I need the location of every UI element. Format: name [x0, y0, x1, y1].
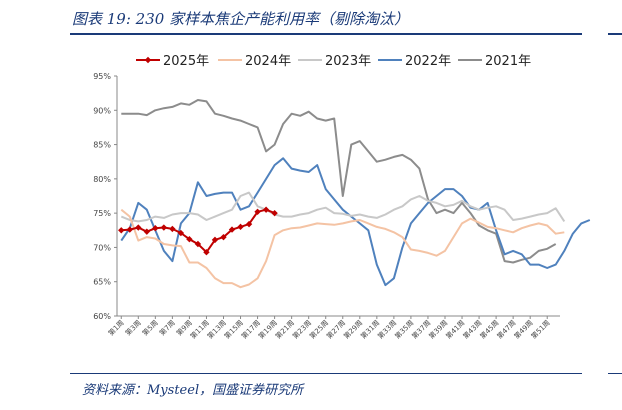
- data-point: [220, 233, 227, 241]
- figure-source: 资料来源：Mysteel，国盛证券研究所: [82, 383, 304, 398]
- y-tick-label: 80%: [93, 175, 111, 184]
- data-point: [177, 229, 185, 237]
- y-tick-label: 85%: [93, 141, 111, 150]
- legend-item: 2023年: [298, 54, 371, 69]
- series-line: [120, 208, 565, 289]
- figure-title: 图表 19: 230 家样本焦企产能利用率（剔除淘汰）: [72, 10, 410, 28]
- y-tick-label: 60%: [93, 312, 111, 321]
- series-2021年: [121, 99, 557, 264]
- legend-item: 2025年: [136, 54, 209, 69]
- legend-item: 2022年: [378, 54, 451, 69]
- legend-label: 2021年: [485, 54, 531, 69]
- y-tick-label: 65%: [93, 278, 111, 287]
- y-tick-label: 75%: [93, 209, 111, 218]
- adjacent-title-rule: [608, 33, 622, 35]
- y-tick-label: 90%: [93, 106, 111, 115]
- data-point: [194, 240, 202, 248]
- data-point: [135, 224, 142, 231]
- data-point: [203, 249, 210, 256]
- legend-label: 2022年: [405, 54, 451, 69]
- source-rule: [70, 373, 582, 374]
- x-tick-label: 第51周: [529, 318, 552, 341]
- data-point: [152, 225, 159, 232]
- data-point: [118, 227, 125, 234]
- y-tick-label: 95%: [93, 72, 111, 81]
- data-point: [160, 224, 168, 231]
- chart-legend: 2025年 2024年 2023年 2022年 2021年: [136, 54, 531, 69]
- data-point: [143, 228, 151, 235]
- title-rule: [70, 33, 582, 35]
- x-tick-label: 第7周: [157, 318, 176, 337]
- legend-item: 2024年: [218, 54, 291, 69]
- data-point: [211, 236, 219, 244]
- data-point: [262, 206, 270, 213]
- series-line: [121, 99, 557, 264]
- data-point: [245, 220, 253, 228]
- legend-label: 2025年: [163, 54, 209, 69]
- data-point: [228, 226, 236, 233]
- data-point: [254, 208, 261, 215]
- series-2025年: [118, 206, 278, 256]
- x-tick-label: 第5周: [140, 318, 159, 337]
- series-2024年: [120, 208, 565, 289]
- data-point: [271, 209, 278, 217]
- legend-item: 2021年: [458, 54, 531, 69]
- data-point: [186, 236, 193, 243]
- legend-label: 2024年: [245, 54, 291, 69]
- legend-marker: [144, 56, 152, 64]
- data-point: [237, 223, 244, 231]
- series-line: [120, 191, 566, 223]
- legend-label: 2023年: [325, 54, 371, 69]
- data-point: [126, 226, 133, 233]
- series-2023年: [120, 191, 566, 223]
- data-point: [169, 225, 176, 233]
- series-layer: [118, 99, 591, 289]
- y-axis: 60% 65% 70% 75% 80% 85% 90% 95%: [93, 72, 118, 321]
- x-tick-label: 第3周: [123, 318, 142, 337]
- y-tick-label: 70%: [93, 243, 111, 252]
- adjacent-source-rule: [608, 373, 622, 374]
- x-axis: 第1周第3周第5周第7周第9周第11周第13周第15周第17周第19周第21周第…: [106, 315, 560, 341]
